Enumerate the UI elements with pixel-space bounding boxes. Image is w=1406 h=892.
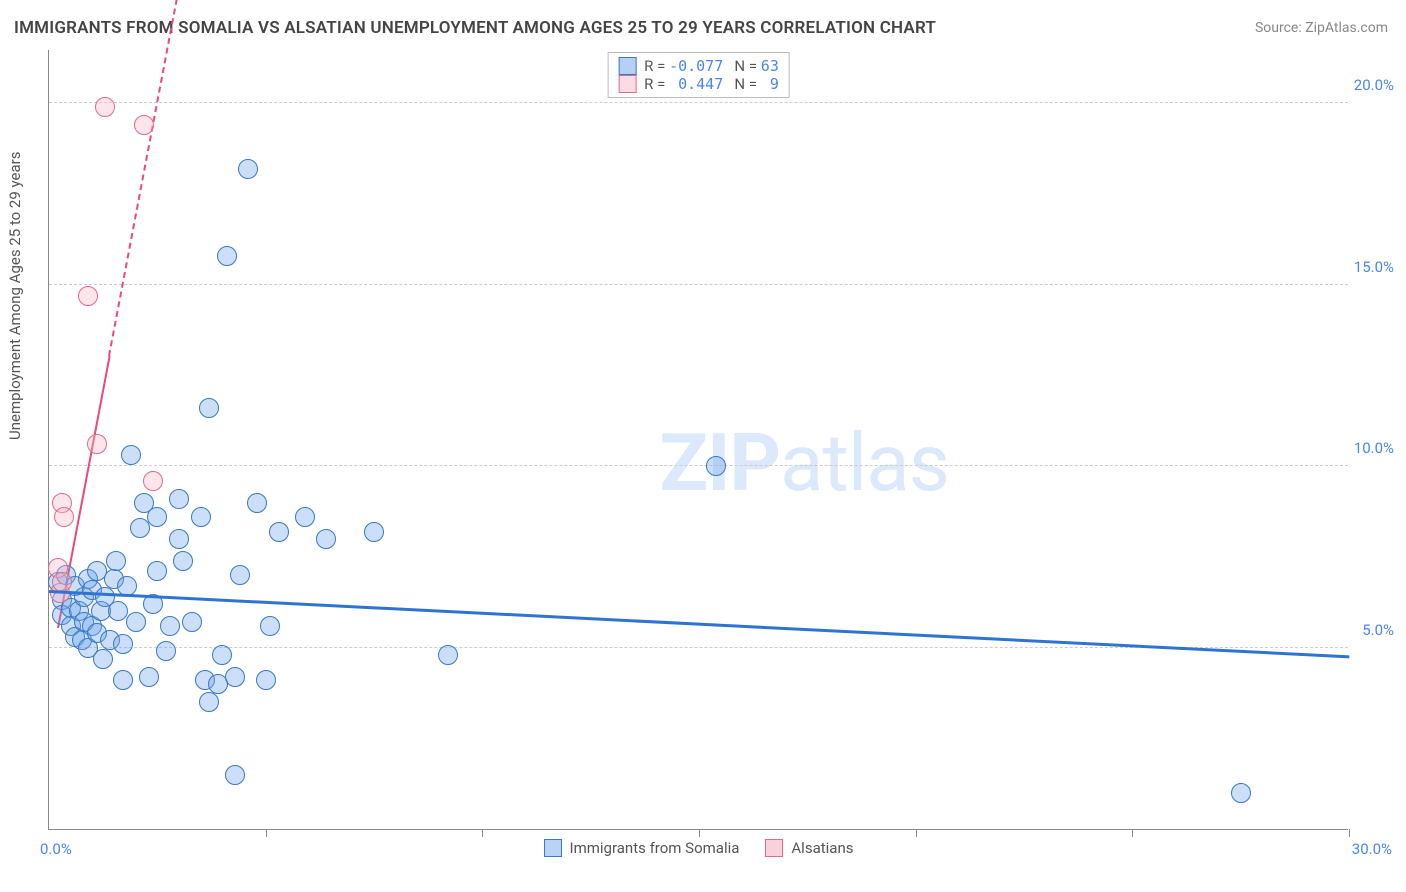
scatter-plot-area: R = -0.077 N = 63R = 0.447 N = 9 Immigra…	[48, 50, 1348, 830]
data-point	[438, 645, 458, 665]
watermark-atlas: atlas	[780, 416, 949, 510]
legend-swatch	[618, 57, 636, 75]
data-point	[87, 434, 107, 454]
data-point	[139, 667, 159, 687]
data-point	[295, 507, 315, 527]
data-point	[199, 692, 219, 712]
x-axis-origin-label: 0.0%	[40, 840, 72, 858]
trend-line	[49, 590, 1349, 658]
source-attribution: Source: ZipAtlas.com	[1255, 20, 1388, 36]
data-point	[147, 561, 167, 581]
data-point	[260, 616, 280, 636]
series-legend-item: Alsatians	[765, 839, 853, 857]
data-point	[113, 670, 133, 690]
y-gridline	[49, 284, 1348, 285]
x-axis-max-label: 30.0%	[1352, 840, 1392, 858]
legend-row: R = -0.077 N = 63	[618, 57, 779, 75]
data-point	[1231, 783, 1251, 803]
data-point	[191, 507, 211, 527]
data-point	[247, 493, 267, 513]
source-prefix: Source:	[1255, 20, 1305, 36]
data-point	[147, 507, 167, 527]
data-point	[182, 612, 202, 632]
data-point	[173, 551, 193, 571]
y-tick-label: 10.0%	[1354, 439, 1394, 457]
chart-title: IMMIGRANTS FROM SOMALIA VS ALSATIAN UNEM…	[14, 18, 936, 38]
data-point	[126, 612, 146, 632]
data-point	[225, 667, 245, 687]
data-point	[199, 398, 219, 418]
data-point	[93, 649, 113, 669]
legend-swatch	[765, 839, 783, 857]
y-axis-label: Unemployment Among Ages 25 to 29 years	[6, 152, 24, 440]
watermark: ZIPatlas	[660, 416, 949, 510]
data-point	[134, 115, 154, 135]
data-point	[95, 97, 115, 117]
x-tick	[266, 829, 267, 837]
series-legend: Immigrants from Somalia Alsatians	[544, 839, 854, 857]
correlation-legend: R = -0.077 N = 63R = 0.447 N = 9	[607, 52, 790, 98]
x-tick	[1349, 829, 1350, 837]
data-point	[212, 645, 232, 665]
data-point	[256, 670, 276, 690]
x-tick	[1132, 829, 1133, 837]
data-point	[230, 565, 250, 585]
data-point	[269, 522, 289, 542]
x-tick	[699, 829, 700, 837]
data-point	[169, 489, 189, 509]
legend-stat: R = 0.447 N = 9	[644, 75, 779, 93]
data-point	[106, 551, 126, 571]
data-point	[156, 641, 176, 661]
data-point	[364, 522, 384, 542]
data-point	[143, 471, 163, 491]
data-point	[169, 529, 189, 549]
data-point	[54, 507, 74, 527]
y-gridline	[49, 102, 1348, 103]
x-tick	[916, 829, 917, 837]
y-gridline	[49, 465, 1348, 466]
legend-swatch	[618, 75, 636, 93]
data-point	[217, 246, 237, 266]
series-legend-item: Immigrants from Somalia	[544, 839, 740, 857]
source-link[interactable]: ZipAtlas.com	[1305, 20, 1388, 36]
data-point	[121, 445, 141, 465]
data-point	[160, 616, 180, 636]
y-tick-label: 15.0%	[1354, 258, 1394, 276]
data-point	[706, 456, 726, 476]
x-tick	[482, 829, 483, 837]
series-legend-label: Alsatians	[791, 839, 853, 857]
legend-stat: R = -0.077 N = 63	[644, 57, 779, 75]
trend-line	[108, 0, 193, 357]
y-tick-label: 5.0%	[1362, 621, 1394, 639]
data-point	[113, 634, 133, 654]
series-legend-label: Immigrants from Somalia	[570, 839, 740, 857]
data-point	[78, 286, 98, 306]
y-tick-label: 20.0%	[1354, 76, 1394, 94]
data-point	[316, 529, 336, 549]
data-point	[130, 518, 150, 538]
data-point	[225, 765, 245, 785]
legend-row: R = 0.447 N = 9	[618, 75, 779, 93]
data-point	[238, 159, 258, 179]
legend-swatch	[544, 839, 562, 857]
